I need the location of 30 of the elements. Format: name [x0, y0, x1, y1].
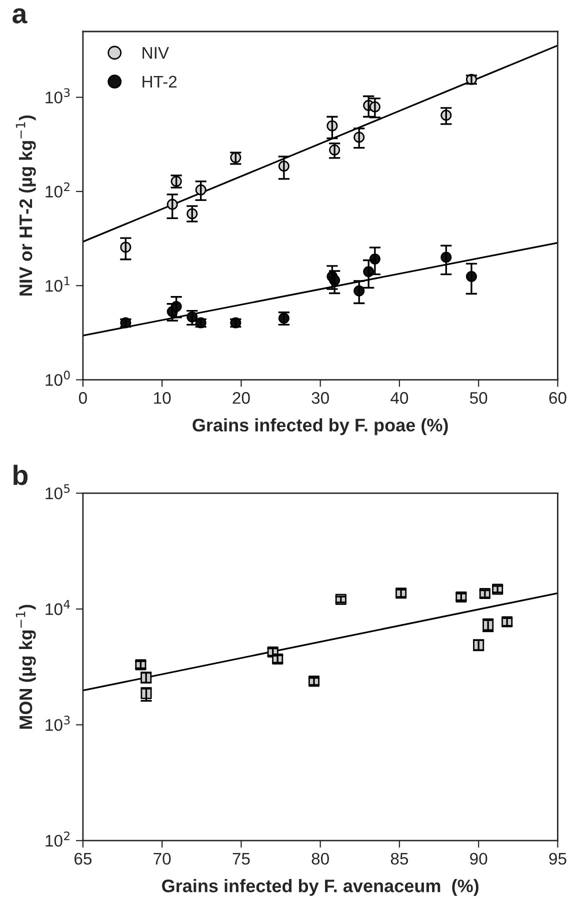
x-axis-title: Grains infected by F. poae (%): [192, 418, 448, 436]
x-tick-label: 30: [312, 392, 329, 404]
chart-title: b: [14, 464, 28, 486]
x-tick-label: 70: [154, 852, 171, 865]
y-tick-label: 10$^{2}$: [46, 831, 70, 847]
x-tick-label: 50: [470, 392, 488, 404]
y-tick-label: 10$^{2}$: [46, 182, 70, 198]
x-tick-label: 40: [390, 392, 408, 404]
y-tick-label: 10$^{3}$: [46, 716, 70, 731]
legend-label: NIV: [142, 47, 169, 59]
chart-title: a: [12, 8, 28, 24]
x-tick-label: 0: [78, 392, 87, 404]
x-tick-label: 75: [232, 853, 250, 865]
x-tick-label: 65: [74, 852, 92, 865]
x-tick-label: 60: [549, 392, 566, 404]
x-tick-label: 10: [154, 392, 171, 404]
y-axis-title: MON (µg kg$^{−1}$): [16, 604, 36, 729]
y-axis-title: NIV or HT-2 (µg kg$^{−1}$): [16, 115, 36, 296]
x-tick-label: 20: [232, 392, 250, 404]
y-tick-label: 10$^{5}$: [46, 484, 70, 500]
x-tick-label: 90: [470, 852, 488, 865]
y-tick-label: 10$^{3}$: [46, 88, 70, 104]
legend-label: HT-2: [142, 76, 177, 88]
x-tick-label: 80: [312, 852, 329, 865]
x-axis-title: Grains infected by F. avenaceum (%): [162, 879, 478, 896]
x-tick-label: 85: [390, 852, 408, 865]
y-tick-label: 10$^{0}$: [46, 370, 70, 386]
y-tick-label: 10$^{4}$: [46, 600, 70, 616]
y-tick-label: 10$^{1}$: [46, 276, 70, 292]
x-tick-label: 95: [549, 852, 566, 865]
